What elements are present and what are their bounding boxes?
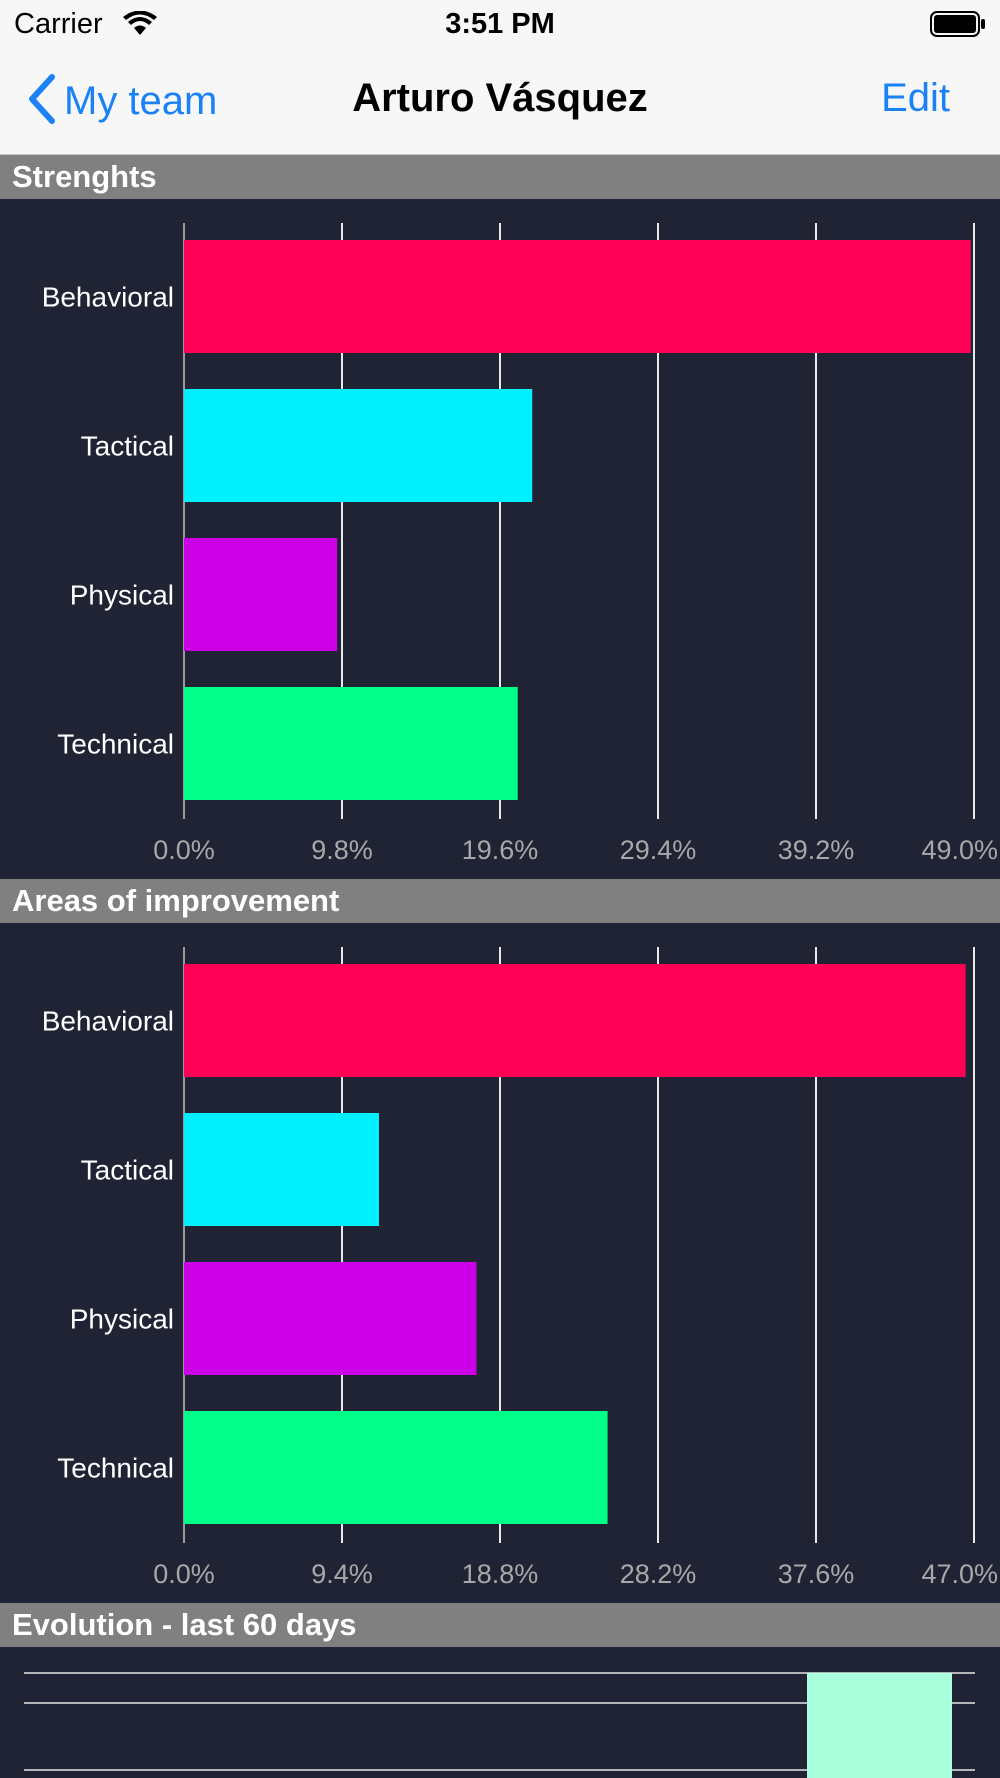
bar-behavioral bbox=[184, 240, 971, 353]
evolution-chart bbox=[24, 1672, 975, 1778]
category-label: Behavioral bbox=[42, 1006, 174, 1037]
section-header-improvement: Areas of improvement bbox=[0, 879, 1000, 923]
bar-tactical bbox=[184, 1113, 379, 1226]
tick-label: 0.0% bbox=[153, 1559, 215, 1589]
bar-physical bbox=[184, 1262, 477, 1375]
tick-label: 29.4% bbox=[620, 835, 697, 865]
wifi-icon bbox=[122, 10, 158, 42]
evolution-bar bbox=[807, 1673, 952, 1778]
tick-label: 9.4% bbox=[311, 1559, 373, 1589]
tick-label: 19.6% bbox=[462, 835, 539, 865]
back-button-label: My team bbox=[64, 78, 218, 123]
tick-label: 49.0% bbox=[921, 835, 998, 865]
bar-technical bbox=[184, 1411, 608, 1524]
bar-technical bbox=[184, 687, 518, 800]
category-label: Behavioral bbox=[42, 282, 174, 313]
chevron-left-icon bbox=[26, 73, 56, 130]
strengths-chart: Behavioral Tactical Physical Technical 0.0% 9… bbox=[42, 223, 998, 865]
section-header-evolution: Evolution - last 60 days bbox=[0, 1603, 1000, 1647]
edit-button[interactable]: Edit bbox=[881, 76, 950, 120]
tick-label: 39.2% bbox=[778, 835, 855, 865]
section-header-strengths: Strenghts bbox=[0, 155, 1000, 199]
category-label: Technical bbox=[57, 729, 174, 760]
bar-tactical bbox=[184, 389, 533, 502]
carrier-label: Carrier bbox=[14, 8, 103, 40]
navigation-bar: My team Arturo Vásquez Edit bbox=[0, 50, 1000, 155]
category-label: Physical bbox=[70, 1304, 174, 1335]
tick-label: 47.0% bbox=[921, 1559, 998, 1589]
category-label: Technical bbox=[57, 1453, 174, 1484]
bar-behavioral bbox=[184, 964, 966, 1077]
tick-label: 0.0% bbox=[153, 835, 215, 865]
status-time: 3:51 PM bbox=[445, 8, 555, 40]
tick-label: 18.8% bbox=[462, 1559, 539, 1589]
page-title: Arturo Vásquez bbox=[352, 76, 648, 120]
battery-icon bbox=[930, 11, 986, 42]
tick-label: 37.6% bbox=[778, 1559, 855, 1589]
back-button[interactable]: My team bbox=[26, 72, 217, 130]
category-label: Tactical bbox=[81, 1155, 174, 1186]
bar-physical bbox=[184, 538, 338, 651]
category-label: Physical bbox=[70, 580, 174, 611]
status-bar: Carrier 3:51 PM bbox=[0, 0, 1000, 50]
improvement-chart: Behavioral Tactical Physical Technical 0.0% 9… bbox=[42, 947, 998, 1589]
tick-label: 28.2% bbox=[620, 1559, 697, 1589]
category-label: Tactical bbox=[81, 431, 174, 462]
tick-label: 9.8% bbox=[311, 835, 373, 865]
